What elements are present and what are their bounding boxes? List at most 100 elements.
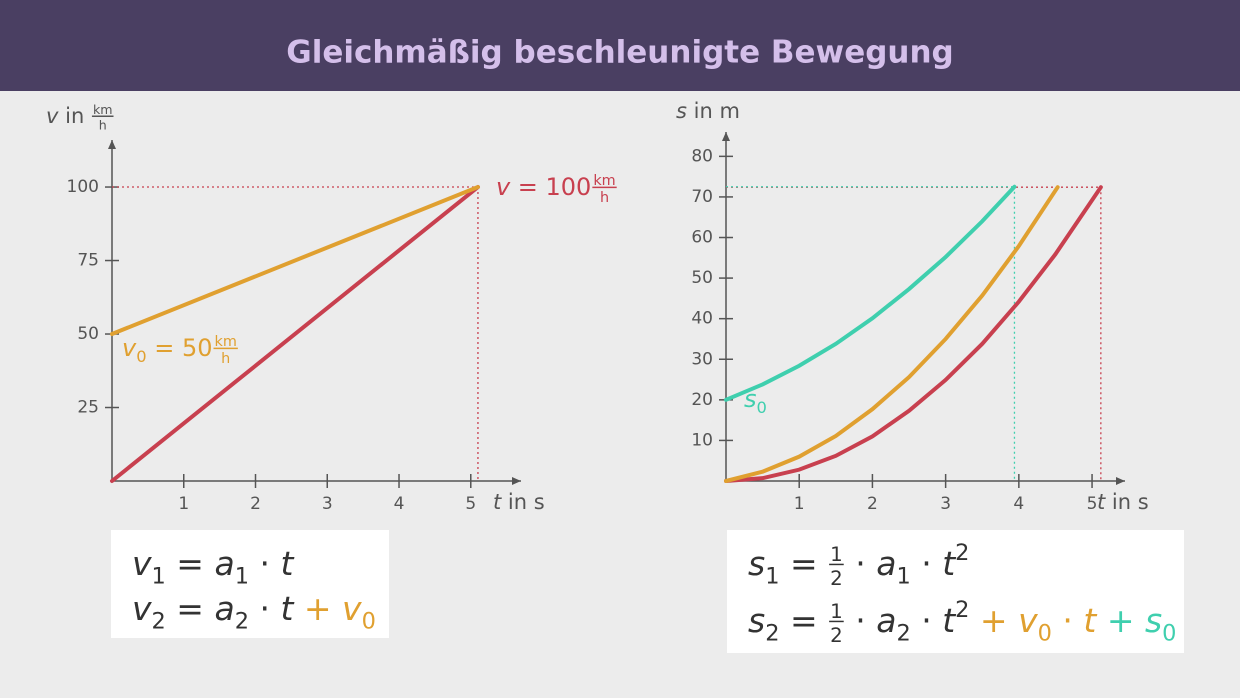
y-axis-label: h [99,117,107,132]
x-axis-label: in s [1105,490,1148,514]
formula: · [911,544,942,583]
formula: a [214,589,234,628]
y-tick-label: 50 [691,268,713,288]
formula: t [280,544,294,583]
formula: v [132,589,152,628]
y-tick-label: 60 [691,228,713,248]
formula: 2 [765,620,779,646]
annotation: v [122,334,137,362]
data-line [724,184,1017,402]
y-tick-label: 30 [691,349,713,369]
y-tick-label: 75 [77,251,99,271]
x-tick-label: 4 [1013,494,1024,514]
formula: = [166,544,215,583]
data-line [110,185,480,483]
y-tick-label: 80 [691,146,713,166]
formula: 0 [1162,620,1176,646]
formula: v [132,544,152,583]
formula: 2 [830,624,843,647]
x-tick-label: 3 [322,494,333,514]
formula: v [1018,601,1038,640]
data-line [724,185,1103,483]
formula: 2 [955,540,969,566]
formula: · [845,601,876,640]
x-tick-label: 1 [794,494,805,514]
y-tick-label: 10 [691,430,713,450]
annotation: km [593,173,615,189]
formula-box [727,530,1184,653]
y-axis-label: in m [687,99,740,123]
annotation: s [744,385,757,413]
annotation: km [215,334,237,350]
y-tick-label: 70 [691,187,713,207]
formula: 2 [235,608,249,634]
formula: + [293,589,342,628]
y-axis-label: km [93,102,113,117]
formula: = [779,544,828,583]
data-line [724,185,1060,483]
annotation: = 100 [510,173,591,201]
formula: · [249,589,280,628]
title: Gleichmäßig beschleunigte Bewegung [286,35,953,71]
x-axis-label: t [1097,490,1106,514]
formula: 2 [830,567,843,590]
formula: + [1096,601,1145,640]
y-axis-label: s [676,99,687,123]
x-tick-label: 1 [178,494,189,514]
formula: 0 [1038,620,1052,646]
y-tick-label: 40 [691,309,713,329]
formula: 0 [362,608,376,634]
formula: t [942,601,956,640]
formula: · [1052,601,1083,640]
formula: s [748,544,765,583]
formula: t [1083,601,1097,640]
formula: 1 [235,563,249,589]
annotation: 0 [136,347,146,366]
x-axis-label: t [493,490,502,514]
formula: a [876,544,896,583]
formula: · [249,544,280,583]
x-tick-label: 5 [465,494,476,514]
formula: · [845,544,876,583]
formula: t [280,589,294,628]
x-tick-label: 2 [250,494,261,514]
formula: v [342,589,362,628]
annotation: v [496,173,511,201]
formula: a [876,601,896,640]
arrow [512,477,521,485]
header [0,0,1240,91]
arrow [722,132,730,141]
formula: 1 [830,600,843,623]
formula: 1 [152,563,166,589]
y-tick-label: 20 [691,390,713,410]
formula: s [1145,601,1162,640]
x-tick-label: 2 [867,494,878,514]
formula: t [942,544,956,583]
data-line [110,185,480,337]
y-tick-label: 25 [77,398,99,418]
arrow [108,140,116,149]
formula: 2 [152,608,166,634]
y-axis-label: v [46,104,59,128]
annotation: 0 [757,398,767,417]
formula: 1 [896,563,910,589]
formula: 2 [955,597,969,623]
x-tick-label: 4 [394,494,405,514]
y-tick-label: 100 [67,177,99,197]
y-axis-label: in [58,104,91,128]
formula: = [166,589,215,628]
x-axis-label: in s [501,490,544,514]
y-tick-label: 50 [77,324,99,344]
formula: a [214,544,234,583]
formula-box [111,530,389,638]
formula: 2 [896,620,910,646]
annotation: h [221,351,230,367]
formula: 1 [765,563,779,589]
arrow [1116,477,1125,485]
x-tick-label: 5 [1087,494,1098,514]
formula: s [748,601,765,640]
x-tick-label: 3 [940,494,951,514]
formula: = [779,601,828,640]
formula: + [969,601,1018,640]
